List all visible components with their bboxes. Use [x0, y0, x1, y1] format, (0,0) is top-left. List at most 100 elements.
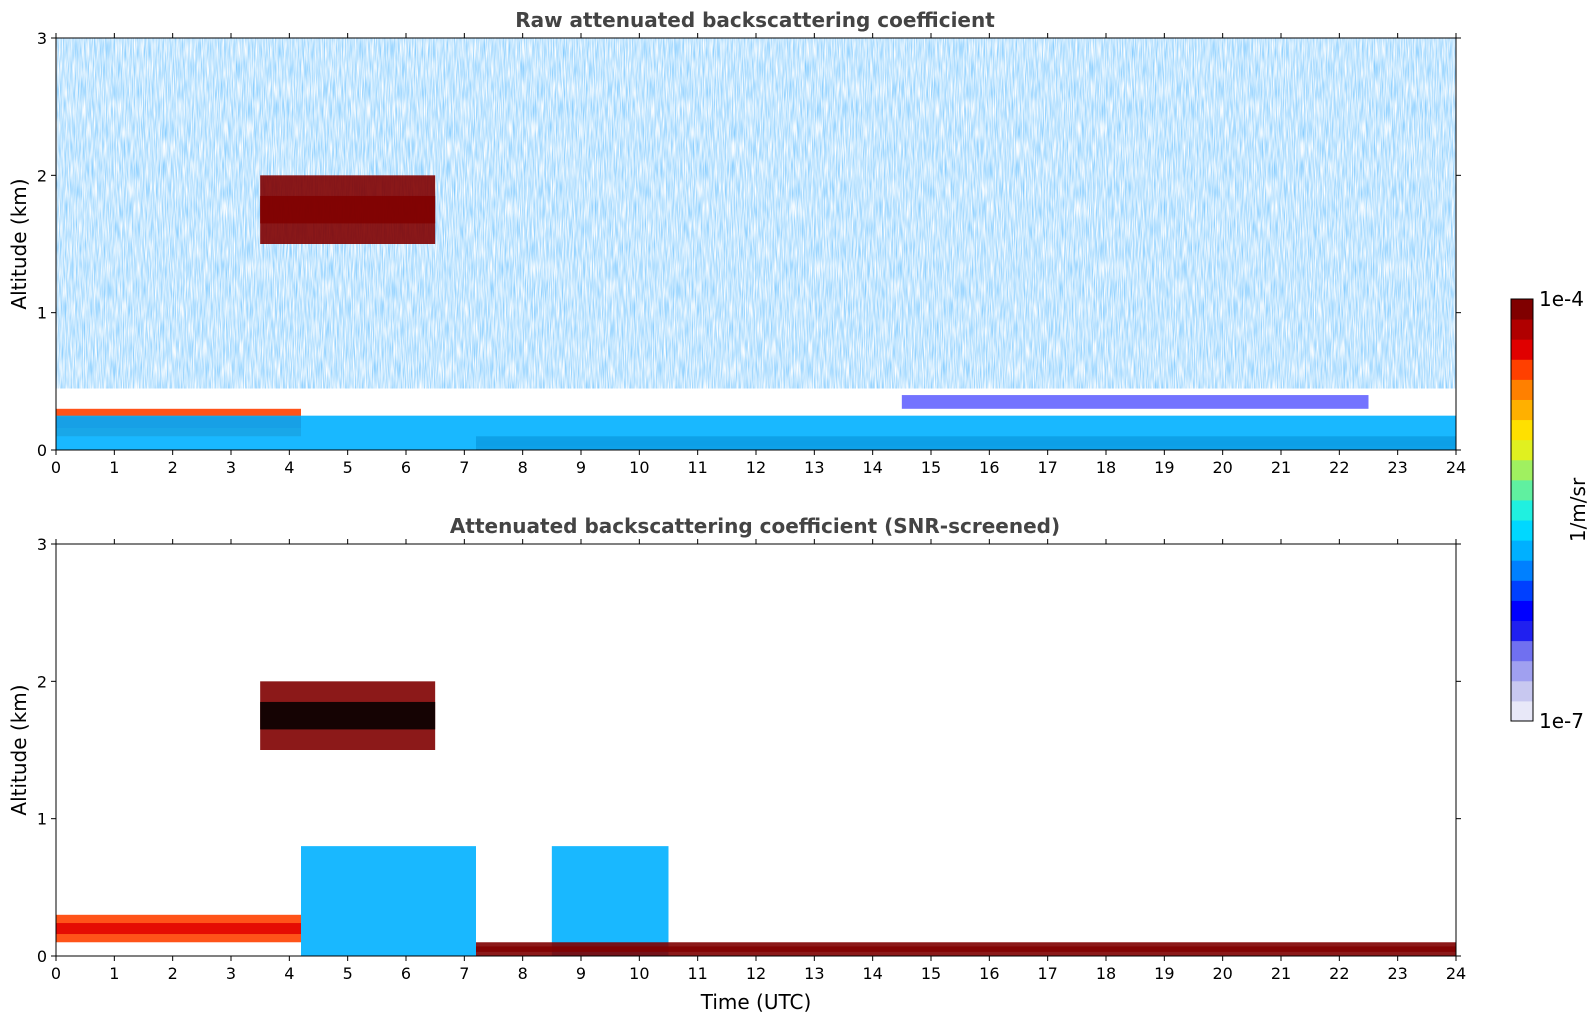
panel2-title: Attenuated backscattering coefficient (S…	[450, 514, 1060, 538]
y-tick-label: 0	[37, 947, 47, 966]
colorbar-cell	[1511, 299, 1533, 320]
y-tick-label: 3	[37, 535, 47, 554]
snr-screened-panel: Attenuated backscattering coefficient (S…	[7, 514, 1466, 1014]
colorbar: 1e-4 1e-7 1/m/sr	[1510, 287, 1590, 733]
colorbar-cell	[1511, 660, 1533, 682]
colorbar-cell	[1511, 680, 1533, 702]
x-tick-label: 5	[343, 458, 353, 477]
x-tick-label: 5	[343, 964, 353, 983]
x-tick-label: 2	[168, 964, 178, 983]
panel2-heatmap	[56, 681, 1456, 956]
x-tick-label: 24	[1446, 964, 1466, 983]
x-tick-label: 22	[1329, 458, 1349, 477]
x-tick-label: 0	[51, 458, 61, 477]
x-tick-label: 21	[1271, 964, 1291, 983]
panel2-axes: 0 1 2 3 4 5 6 7 8 9 10 11 12 13 14 15 16 17 18 19 20 21 22 23 24…	[37, 535, 1466, 983]
panel1-title: Raw attenuated backscattering coefficien…	[515, 8, 995, 32]
colorbar-max-label: 1e-4	[1539, 287, 1584, 311]
x-tick-label: 17	[1037, 964, 1057, 983]
x-tick-label: 6	[401, 964, 411, 983]
feature-core-cloud-layer	[260, 701, 436, 730]
x-tick-label: 7	[459, 964, 469, 983]
x-tick-label: 8	[518, 458, 528, 477]
colorbar-cell	[1511, 600, 1533, 622]
panel2-xlabel: Time (UTC)	[700, 990, 812, 1014]
colorbar-cell	[1511, 499, 1533, 521]
colorbar-cell	[1511, 319, 1533, 340]
x-tick-label: 23	[1387, 458, 1407, 477]
colorbar-cell	[1511, 419, 1533, 441]
colorbar-cell	[1511, 399, 1533, 421]
y-tick-label: 0	[37, 441, 47, 460]
x-tick-label: 24	[1446, 458, 1466, 477]
x-tick-label: 23	[1387, 964, 1407, 983]
x-tick-label: 10	[629, 964, 649, 983]
feature-mixed-layer	[301, 846, 476, 956]
y-tick-label: 3	[37, 29, 47, 48]
colorbar-cell	[1511, 459, 1533, 481]
x-tick-label: 17	[1037, 458, 1057, 477]
colorbar-frame	[1510, 298, 1534, 722]
y-tick-label: 2	[37, 166, 47, 185]
feature-core-aerosol-layer	[56, 923, 301, 935]
x-tick-label: 0	[51, 964, 61, 983]
x-tick-label: 2	[168, 458, 178, 477]
x-tick-label: 9	[576, 458, 586, 477]
x-tick-label: 8	[518, 964, 528, 983]
x-tick-label: 20	[1212, 964, 1232, 983]
x-tick-label: 20	[1212, 458, 1232, 477]
x-tick-label: 1	[109, 964, 119, 983]
x-tick-label: 21	[1271, 458, 1291, 477]
x-tick-label: 6	[401, 458, 411, 477]
colorbar-unit-label: 1/m/sr	[1566, 477, 1590, 542]
x-tick-label: 14	[862, 964, 882, 983]
feature-core-surface-return	[476, 946, 1456, 952]
colorbar-cell	[1511, 700, 1533, 722]
x-tick-label: 9	[576, 964, 586, 983]
colorbar-cell	[1511, 560, 1533, 581]
x-tick-label: 14	[862, 458, 882, 477]
x-tick-label: 13	[804, 964, 824, 983]
x-tick-label: 13	[804, 458, 824, 477]
panel1-ylabel: Altitude (km)	[7, 178, 31, 309]
feature-core-cloud-layer	[260, 195, 436, 224]
colorbar-cell	[1511, 540, 1533, 561]
panel2-ylabel: Altitude (km)	[7, 684, 31, 815]
colorbar-cell	[1511, 439, 1533, 461]
colorbar-min-label: 1e-7	[1539, 709, 1584, 733]
x-tick-label: 4	[284, 458, 294, 477]
x-tick-label: 3	[226, 458, 236, 477]
feature-boundary-layer	[56, 415, 1456, 450]
x-tick-label: 4	[284, 964, 294, 983]
colorbar-cell	[1511, 620, 1533, 642]
x-tick-label: 19	[1154, 964, 1174, 983]
panel1-heatmap	[56, 38, 1456, 450]
x-tick-label: 15	[921, 458, 941, 477]
x-tick-label: 11	[687, 458, 707, 477]
x-tick-label: 15	[921, 964, 941, 983]
feature-mixed-layer	[551, 846, 669, 956]
x-tick-label: 18	[1096, 458, 1116, 477]
colorbar-cell	[1511, 339, 1533, 360]
x-tick-label: 16	[979, 458, 999, 477]
colorbar-cell	[1511, 640, 1533, 662]
colorbar-cell	[1511, 379, 1533, 400]
colorbar-cell	[1511, 479, 1533, 501]
x-tick-label: 10	[629, 458, 649, 477]
colorbar-cell	[1511, 580, 1533, 601]
y-tick-label: 2	[37, 672, 47, 691]
x-tick-label: 18	[1096, 964, 1116, 983]
y-tick-label: 1	[37, 304, 47, 323]
x-tick-label: 19	[1154, 458, 1174, 477]
x-tick-label: 12	[746, 458, 766, 477]
x-tick-label: 22	[1329, 964, 1349, 983]
x-tick-label: 7	[459, 458, 469, 477]
x-tick-label: 1	[109, 458, 119, 477]
x-tick-label: 3	[226, 964, 236, 983]
x-tick-label: 16	[979, 964, 999, 983]
raw-backscatter-panel: Raw attenuated backscattering coefficien…	[7, 8, 1466, 477]
panel1-axes: 0 1 2 3 4 5 6 7 8 9 10 11 12 13 14 15 16 17 18 19 20 21 22 23 24…	[37, 29, 1466, 477]
x-tick-label: 11	[687, 964, 707, 983]
y-tick-label: 1	[37, 810, 47, 829]
